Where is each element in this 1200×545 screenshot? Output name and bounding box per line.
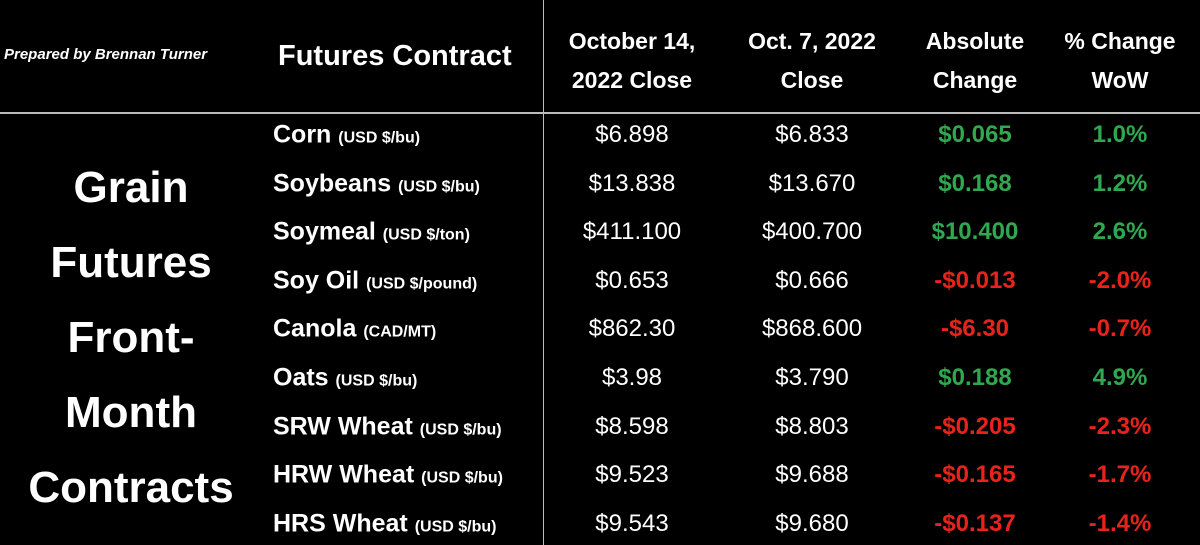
contract-unit: (USD $/bu) <box>398 178 480 196</box>
header-column: Oct. 7, 2022 Close <box>722 22 902 100</box>
cell: $13.670 <box>768 169 856 197</box>
cell: -$0.137 <box>934 509 1016 537</box>
row-name: SRW Wheat (USD $/bu) <box>273 412 502 441</box>
row-name: Corn (USD $/bu) <box>273 121 420 150</box>
cell: $6.833 <box>775 121 849 148</box>
column-divider <box>543 0 544 545</box>
header-column: October 14, 2022 Close <box>542 22 722 100</box>
cell: $411.100 <box>582 218 682 246</box>
credit: Prepared by Brennan Turner <box>4 46 208 63</box>
header-contract: Futures Contract <box>278 40 512 72</box>
cell: $0.666 <box>775 266 849 294</box>
contract-unit: (USD $/ton) <box>382 226 470 244</box>
contract-unit: (USD $/bu) <box>421 469 503 487</box>
contract-unit: (USD $/bu) <box>338 129 421 147</box>
row-name: Soy Oil (USD $/pound) <box>273 266 477 295</box>
contract-name: HRS Wheat <box>273 509 408 538</box>
cell: $3.790 <box>775 364 849 391</box>
cell: -2.0% <box>1088 266 1152 294</box>
cell: 1.2% <box>1092 169 1148 197</box>
cell: $862.30 <box>588 315 676 343</box>
header-line: Change <box>932 67 1018 93</box>
row-name: Soymeal (USD $/ton) <box>273 218 470 247</box>
cell: $400.700 <box>761 218 863 246</box>
contract-unit: (USD $/pound) <box>366 275 478 293</box>
cell: $10.400 <box>931 218 1019 246</box>
cell: $6.898 <box>595 121 669 148</box>
cell: -$0.165 <box>934 461 1016 489</box>
side-line: Month <box>65 388 197 437</box>
contract-name: SRW Wheat <box>273 412 413 441</box>
side-line: Contracts <box>28 463 234 512</box>
cell: 2.6% <box>1092 218 1148 246</box>
cell: -0.7% <box>1088 315 1152 343</box>
contract-unit: (USD $/bu) <box>335 372 418 390</box>
cell: $9.543 <box>595 509 669 537</box>
cell: 4.9% <box>1092 364 1148 391</box>
cell: $0.065 <box>938 121 1012 148</box>
row-name: Oats (USD $/bu) <box>273 364 417 393</box>
row-name: HRW Wheat (USD $/bu) <box>273 461 503 490</box>
cell: $13.838 <box>588 169 676 197</box>
cell: -1.7% <box>1088 461 1152 489</box>
header-column: % Change WoW <box>1030 22 1200 100</box>
side-line: Front- <box>67 313 195 362</box>
side-line: Grain <box>73 163 189 212</box>
header-line: Oct. 7, 2022 <box>748 28 876 54</box>
contract-name: Soymeal <box>273 217 376 246</box>
contract-name: Corn <box>273 120 332 149</box>
header-line: Absolute <box>925 28 1025 54</box>
contract-unit: (USD $/bu) <box>414 518 497 536</box>
cell: 1.0% <box>1092 121 1148 148</box>
contract-name: Soy Oil <box>273 266 360 295</box>
cell: $9.523 <box>595 461 669 489</box>
cell: $8.803 <box>775 412 849 440</box>
contract-name: Canola <box>273 314 357 343</box>
contract-unit: (CAD/MT) <box>363 323 437 341</box>
header-line: WoW <box>1091 67 1149 93</box>
cell: $9.688 <box>775 461 849 489</box>
row-name: HRS Wheat (USD $/bu) <box>273 509 496 538</box>
cell: -1.4% <box>1088 509 1152 537</box>
cell: -$0.205 <box>934 412 1016 440</box>
contract-name: Oats <box>273 363 329 392</box>
cell: $868.600 <box>761 315 863 343</box>
cell: $9.680 <box>775 509 849 537</box>
header-line: Close <box>780 67 844 93</box>
cell: $0.188 <box>938 364 1012 391</box>
row-name: Canola (CAD/MT) <box>273 315 436 344</box>
cell: $8.598 <box>595 412 669 440</box>
side-line: Futures <box>50 238 212 287</box>
cell: -2.3% <box>1088 412 1152 440</box>
header-line: % Change <box>1064 28 1176 54</box>
cell: -$6.30 <box>940 315 1010 343</box>
side-label: Grain Futures Front- Month Contracts <box>0 150 262 525</box>
cell: $0.653 <box>595 266 669 294</box>
contract-name: HRW Wheat <box>273 460 415 489</box>
header-divider <box>0 112 1200 114</box>
cell: $0.168 <box>938 169 1012 197</box>
cell: -$0.013 <box>934 266 1016 294</box>
row-name: Soybeans (USD $/bu) <box>273 169 480 198</box>
contract-name: Soybeans <box>273 169 392 198</box>
contract-unit: (USD $/bu) <box>419 421 502 439</box>
header-line: 2022 Close <box>571 67 693 93</box>
cell: $3.98 <box>601 364 663 391</box>
header-column: Absolute Change <box>885 22 1065 100</box>
header-line: October 14, <box>568 28 696 54</box>
